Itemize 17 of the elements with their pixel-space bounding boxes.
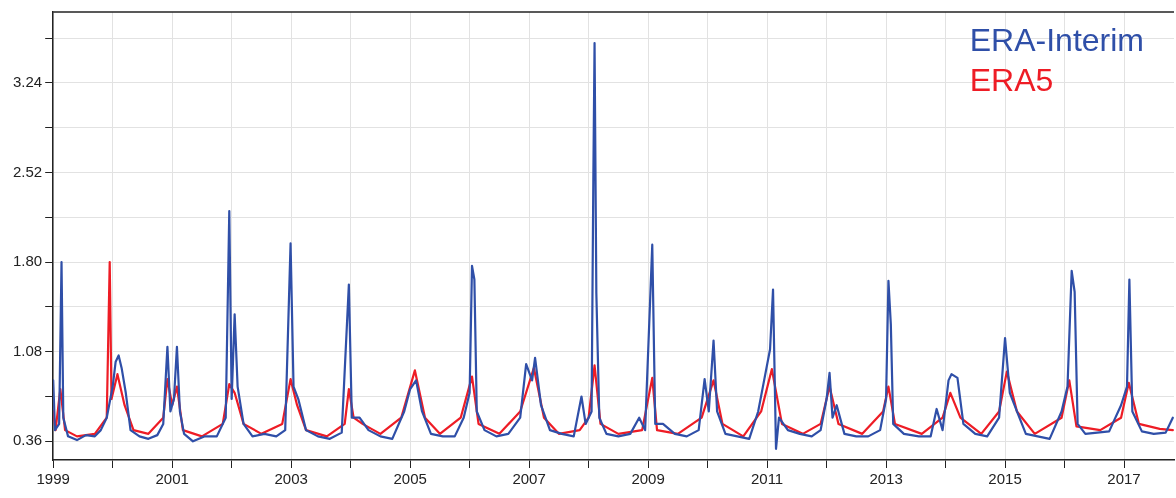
y-tick-label: 1.08 bbox=[12, 341, 43, 359]
x-tick-label: 1999 bbox=[36, 470, 70, 488]
x-tick-label: 2003 bbox=[274, 470, 308, 488]
text: ERA-Interim bbox=[969, 21, 1144, 58]
x-tick-label: 2005 bbox=[393, 470, 427, 488]
x-tick-label: 2009 bbox=[631, 470, 665, 488]
y-tick-label: 3.24 bbox=[12, 73, 43, 91]
y-tick-label: 1.80 bbox=[12, 252, 43, 270]
text: ERA5 bbox=[969, 61, 1054, 98]
x-tick-label: 2017 bbox=[1107, 470, 1141, 488]
x-tick-label: 2015 bbox=[988, 470, 1022, 488]
y-tick-label: 2.52 bbox=[12, 162, 43, 180]
y-tick-label: 0.36 bbox=[12, 431, 43, 449]
x-tick-label: 2007 bbox=[512, 470, 546, 488]
x-tick-label: 2001 bbox=[155, 470, 189, 488]
x-tick-label: 2013 bbox=[869, 470, 903, 488]
x-tick-label: 2011 bbox=[750, 470, 784, 488]
